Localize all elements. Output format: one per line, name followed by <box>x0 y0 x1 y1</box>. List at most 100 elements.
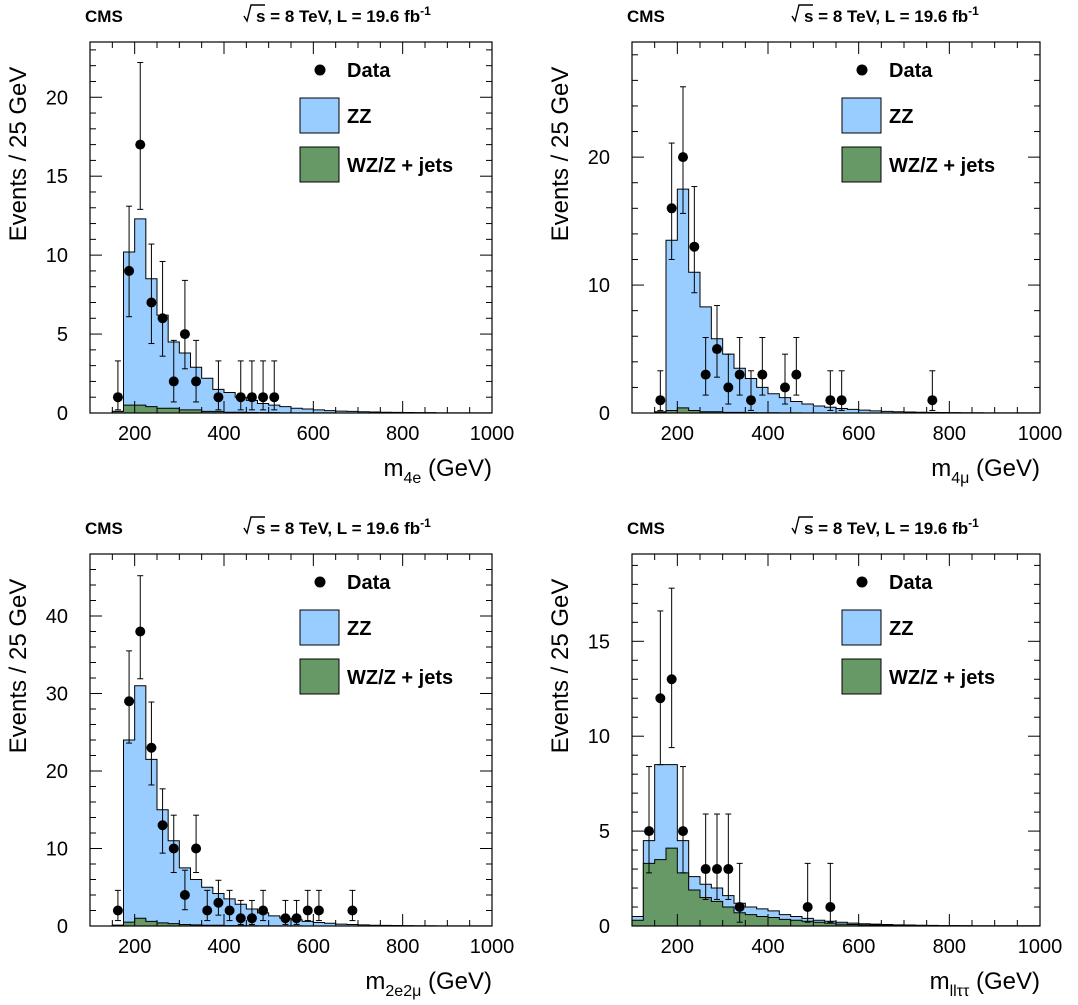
plot-frame <box>631 553 1041 927</box>
data-point <box>146 297 157 308</box>
panel-mlltautau: 200 400 600 800 1000 0 5 10 15 Events / 25 GeV mll… <box>547 516 1062 1000</box>
data-point <box>678 152 688 163</box>
x-tick-label: 800 <box>933 423 966 445</box>
x-axis-label-subscript: llττ <box>950 983 970 1000</box>
data-point <box>678 826 688 837</box>
y-tick-label: 5 <box>599 821 610 843</box>
legend-zz-swatch <box>299 609 340 646</box>
x-tick-label: 200 <box>661 423 694 445</box>
legend-data-marker <box>856 64 868 76</box>
cms-label: CMS <box>627 7 665 26</box>
legend-zz-label: ZZ <box>889 106 913 128</box>
x-tick-label: 600 <box>297 936 330 958</box>
x-axis-label-main: m <box>931 455 951 482</box>
data-point <box>280 913 291 924</box>
x-axis-label-subscript: 4e <box>404 470 422 487</box>
y-tick-label: 40 <box>46 606 68 628</box>
data-point <box>723 864 734 875</box>
legend-bkg-swatch <box>841 146 882 183</box>
x-tick-label: 600 <box>842 936 875 958</box>
legend-bkg-label: WZ/Z + jets <box>347 667 453 689</box>
data-point <box>700 864 711 875</box>
sqrt-symbol-icon <box>791 516 813 535</box>
data-point <box>712 344 722 355</box>
legend-data-marker <box>314 576 326 588</box>
data-point <box>313 905 324 916</box>
panel-m4e: 200 400 600 800 1000 0 5 10 15 20 Events / 25 GeV m… <box>5 4 514 487</box>
legend-bkg-swatch <box>841 658 882 695</box>
data-point <box>734 902 745 913</box>
x-axis-label-subscript: 2e2μ <box>385 983 421 1000</box>
data-point <box>746 395 756 406</box>
legend-bkg-label: WZ/Z + jets <box>889 155 995 177</box>
y-tick-label: 20 <box>46 761 68 783</box>
legend-bkg-label: WZ/Z + jets <box>347 155 453 177</box>
cms-label: CMS <box>85 519 123 538</box>
energy-lumi-main: s = 8 TeV, L = 19.6 fb <box>804 7 968 26</box>
y-tick-label: 0 <box>599 916 610 938</box>
legend-zz-label: ZZ <box>889 618 913 640</box>
sqrt-symbol-icon <box>243 4 265 23</box>
data-point <box>191 376 202 387</box>
data-point <box>655 395 666 406</box>
data-point <box>689 241 700 252</box>
energy-lumi-text: s = 8 TeV, L = 19.6 fb-1 <box>804 4 979 26</box>
panel-m2e2mu: 200 400 600 800 1000 0 10 20 30 40 Events / 25 GeV… <box>5 516 514 1000</box>
y-axis-label: Events / 25 GeV <box>5 579 32 754</box>
x-tick-label: 400 <box>207 936 240 958</box>
y-tick-label: 10 <box>588 275 610 297</box>
data-point <box>302 905 313 916</box>
energy-lumi-main: s = 8 TeV, L = 19.6 fb <box>804 519 968 538</box>
lumi-superscript: -1 <box>968 4 979 18</box>
x-tick-label: 600 <box>297 423 330 445</box>
data-point <box>723 382 734 393</box>
y-axis-label: Events / 25 GeV <box>547 579 574 754</box>
data-point <box>112 392 123 403</box>
y-tick-label: 20 <box>588 147 610 169</box>
x-tick-label: 200 <box>118 423 151 445</box>
data-point <box>235 913 246 924</box>
y-tick-label: 10 <box>46 839 68 861</box>
x-axis-label: mllττ (GeV) <box>930 968 1040 1000</box>
x-axis-label-unit: (GeV) <box>421 968 492 995</box>
legend-data-label: Data <box>347 572 391 594</box>
x-tick-label: 1000 <box>470 423 515 445</box>
x-tick-label: 1000 <box>1018 936 1063 958</box>
x-tick-label: 800 <box>933 936 966 958</box>
data-point <box>246 913 257 924</box>
x-axis-label-unit: (GeV) <box>969 455 1040 482</box>
x-tick-label: 1000 <box>470 936 515 958</box>
x-axis-label-main: m <box>384 455 404 482</box>
data-point <box>135 139 146 150</box>
data-point <box>146 742 157 753</box>
zz-histogram <box>654 188 1041 414</box>
data-point <box>258 392 269 403</box>
legend-zz-swatch <box>299 97 340 134</box>
y-axis-label: Events / 25 GeV <box>547 67 574 242</box>
x-axis-label: m2e2μ (GeV) <box>365 968 492 1000</box>
legend-data-marker <box>856 576 868 588</box>
x-tick-label: 1000 <box>1018 423 1063 445</box>
y-tick-label: 30 <box>46 684 68 706</box>
data-point <box>157 313 168 324</box>
data-point <box>700 369 711 380</box>
data-point <box>269 392 280 403</box>
data-point <box>213 897 224 908</box>
y-tick-label: 0 <box>57 916 68 938</box>
sqrt-symbol-icon <box>791 4 813 23</box>
data-point <box>235 392 246 403</box>
legend-data-label: Data <box>889 572 933 594</box>
y-tick-label: 5 <box>57 324 68 346</box>
y-tick-label: 20 <box>46 87 68 109</box>
data-point <box>347 905 358 916</box>
data-point <box>780 382 790 393</box>
data-point <box>179 329 190 340</box>
y-tick-label: 15 <box>46 166 68 188</box>
legend-bkg-swatch <box>299 658 340 695</box>
x-tick-label: 200 <box>118 936 151 958</box>
data-point <box>712 864 722 875</box>
x-tick-label: 200 <box>661 936 694 958</box>
y-tick-label: 0 <box>57 403 68 425</box>
data-point <box>168 843 179 854</box>
zz-histogram <box>111 218 493 414</box>
